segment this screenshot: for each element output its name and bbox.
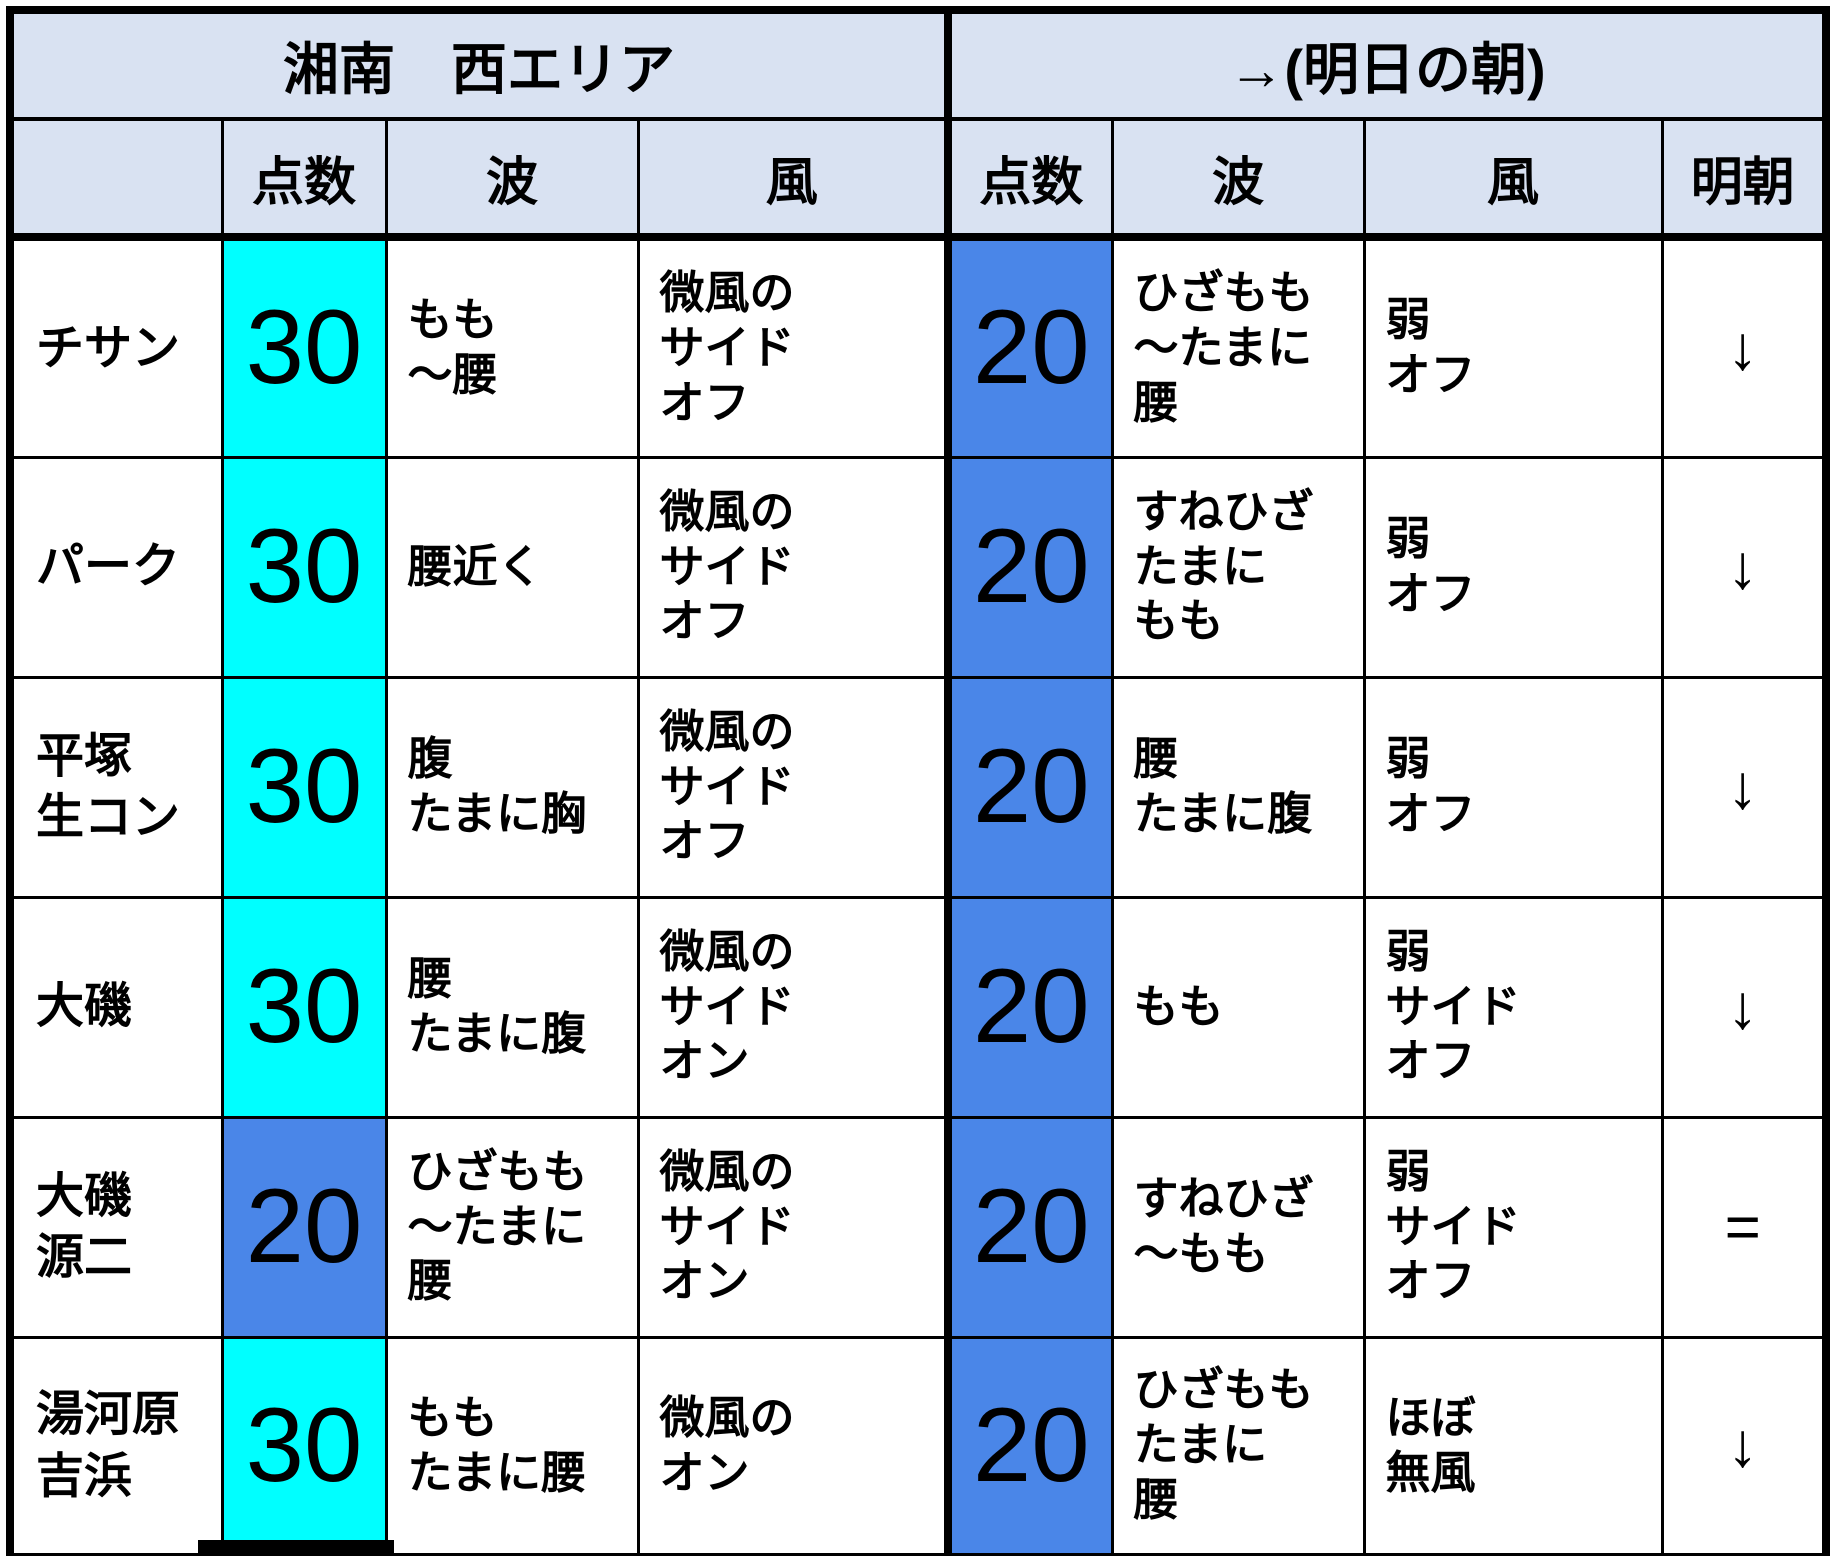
trend-arrow: ↓	[1660, 455, 1828, 679]
wave-today-cell: もも たまに腰	[384, 1335, 640, 1556]
table-row: 大磯 30 腰 たまに腹 微風の サイド オン 20 もも 弱 サイド オフ ↓	[8, 895, 1828, 1119]
score-tomorrow-cell: 20	[944, 675, 1114, 899]
table-row: チサン 30 もも ～腰 微風の サイド オフ 20 ひざもも ～たまに 腰 弱…	[8, 235, 1828, 459]
wave-today-cell: 腰近く	[384, 455, 640, 679]
spot-name: チサン	[8, 235, 224, 459]
wind-today-cell: 微風の サイド オン	[636, 895, 950, 1119]
table-row: 湯河原 吉浜 30 もも たまに腰 微風の オン 20 ひざもも たまに 腰 ほ…	[8, 1335, 1828, 1556]
trend-arrow: ↓	[1660, 1335, 1828, 1556]
column-header-wind-tomorrow: 風	[1362, 117, 1664, 241]
wind-tomorrow-cell: 弱 サイド オフ	[1362, 895, 1664, 1119]
score-today-cell: 20	[220, 1115, 388, 1339]
score-today-cell: 30	[220, 455, 388, 679]
score-tomorrow-cell: 20	[944, 1115, 1114, 1339]
spot-name: 大磯	[8, 895, 224, 1119]
trend-equal: =	[1660, 1115, 1828, 1339]
wind-today-cell: 微風の サイド オン	[636, 1115, 950, 1339]
score-tomorrow-cell: 20	[944, 895, 1114, 1119]
table-header-groups: 湘南 西エリア →(明日の朝)	[8, 8, 1828, 121]
wind-tomorrow-cell: 弱 オフ	[1362, 675, 1664, 899]
table-column-headers: 点数 波 風 点数 波 風 明朝	[8, 117, 1828, 241]
header-area-today: 湘南 西エリア	[8, 8, 950, 121]
wave-tomorrow-cell: 腰 たまに腹	[1110, 675, 1366, 899]
column-header-score-today: 点数	[220, 117, 388, 241]
column-header-score-tomorrow: 点数	[944, 117, 1114, 241]
wind-today-cell: 微風の サイド オフ	[636, 455, 950, 679]
score-tomorrow-cell: 20	[944, 455, 1114, 679]
wave-today-cell: 腹 たまに胸	[384, 675, 640, 899]
wind-tomorrow-cell: 弱 サイド オフ	[1362, 1115, 1664, 1339]
score-today-cell: 30	[220, 895, 388, 1119]
trend-arrow: ↓	[1660, 895, 1828, 1119]
wind-tomorrow-cell: 弱 オフ	[1362, 455, 1664, 679]
spot-name: 湯河原 吉浜	[8, 1335, 224, 1556]
header-area-tomorrow: →(明日の朝)	[944, 8, 1828, 121]
column-header-spot	[8, 117, 224, 241]
surf-forecast-table: 湘南 西エリア →(明日の朝) 点数 波 風 点数 波 風 明朝 チサン 30 …	[6, 6, 1830, 1556]
bottom-border-artifact	[198, 1540, 394, 1554]
column-header-wave-tomorrow: 波	[1110, 117, 1366, 241]
score-tomorrow-cell: 20	[944, 1335, 1114, 1556]
spot-name: パーク	[8, 455, 224, 679]
table-row: 平塚 生コン 30 腹 たまに胸 微風の サイド オフ 20 腰 たまに腹 弱 …	[8, 675, 1828, 899]
score-today-cell: 30	[220, 235, 388, 459]
score-today-cell: 30	[220, 675, 388, 899]
table-row: パーク 30 腰近く 微風の サイド オフ 20 すねひざ たまに もも 弱 オ…	[8, 455, 1828, 679]
wave-tomorrow-cell: すねひざ ～もも	[1110, 1115, 1366, 1339]
wave-today-cell: ひざもも ～たまに 腰	[384, 1115, 640, 1339]
wind-today-cell: 微風の サイド オフ	[636, 675, 950, 899]
column-header-morrow: 明朝	[1660, 117, 1828, 241]
wind-tomorrow-cell: ほぼ 無風	[1362, 1335, 1664, 1556]
wave-today-cell: 腰 たまに腹	[384, 895, 640, 1119]
table-row: 大磯 源二 20 ひざもも ～たまに 腰 微風の サイド オン 20 すねひざ …	[8, 1115, 1828, 1339]
trend-arrow: ↓	[1660, 235, 1828, 459]
spot-name: 大磯 源二	[8, 1115, 224, 1339]
spot-name: 平塚 生コン	[8, 675, 224, 899]
wave-today-cell: もも ～腰	[384, 235, 640, 459]
wind-today-cell: 微風の オン	[636, 1335, 950, 1556]
trend-arrow: ↓	[1660, 675, 1828, 899]
score-tomorrow-cell: 20	[944, 235, 1114, 459]
column-header-wind-today: 風	[636, 117, 950, 241]
wave-tomorrow-cell: ひざもも たまに 腰	[1110, 1335, 1366, 1556]
wave-tomorrow-cell: もも	[1110, 895, 1366, 1119]
wave-tomorrow-cell: すねひざ たまに もも	[1110, 455, 1366, 679]
wave-tomorrow-cell: ひざもも ～たまに 腰	[1110, 235, 1366, 459]
column-header-wave-today: 波	[384, 117, 640, 241]
wind-today-cell: 微風の サイド オフ	[636, 235, 950, 459]
wind-tomorrow-cell: 弱 オフ	[1362, 235, 1664, 459]
score-today-cell: 30	[220, 1335, 388, 1556]
